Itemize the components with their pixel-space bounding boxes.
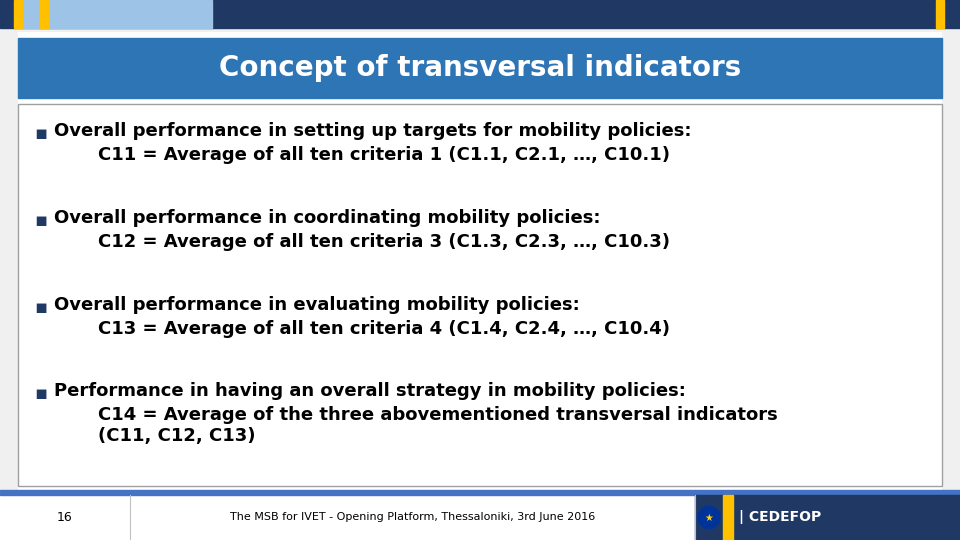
Text: Overall performance in evaluating mobility policies:: Overall performance in evaluating mobili… (54, 296, 580, 314)
Circle shape (698, 507, 720, 529)
Bar (14, 0, 22, 28)
Text: Overall performance in coordinating mobility policies:: Overall performance in coordinating mobi… (54, 209, 601, 227)
Bar (0, 490, 960, 495)
Text: ★: ★ (705, 512, 713, 523)
Bar (18, 38, 942, 98)
Bar (0, 495, 960, 540)
Text: C12 = Average of all ten criteria 3 (C1.3, C2.3, …, C10.3): C12 = Average of all ten criteria 3 (C1.… (98, 233, 670, 251)
Text: Concept of transversal indicators: Concept of transversal indicators (219, 54, 741, 82)
Text: ▪: ▪ (34, 211, 47, 230)
Text: C13 = Average of all ten criteria 4 (C1.4, C2.4, …, C10.4): C13 = Average of all ten criteria 4 (C1.… (98, 320, 670, 338)
Text: ▪: ▪ (34, 124, 47, 143)
Text: ▪: ▪ (34, 298, 47, 317)
Bar (936, 0, 944, 28)
Bar (695, 495, 960, 540)
Text: ▪: ▪ (34, 384, 47, 403)
Bar (18, 104, 942, 486)
Bar (22, 0, 212, 28)
Bar (0, 0, 960, 28)
Text: | CEDEFOP: | CEDEFOP (739, 510, 821, 524)
Text: Performance in having an overall strategy in mobility policies:: Performance in having an overall strateg… (54, 382, 685, 400)
Text: C11 = Average of all ten criteria 1 (C1.1, C2.1, …, C10.1): C11 = Average of all ten criteria 1 (C1.… (98, 146, 670, 164)
Text: Overall performance in setting up targets for mobility policies:: Overall performance in setting up target… (54, 122, 691, 140)
Text: The MSB for IVET - Opening Platform, Thessaloniki, 3rd June 2016: The MSB for IVET - Opening Platform, The… (229, 512, 595, 523)
Text: 16: 16 (58, 511, 73, 524)
Bar (723, 495, 733, 540)
Bar (40, 0, 48, 28)
Text: C14 = Average of the three abovementioned transversal indicators
(C11, C12, C13): C14 = Average of the three abovementione… (98, 406, 778, 445)
Bar (18, 32, 942, 490)
